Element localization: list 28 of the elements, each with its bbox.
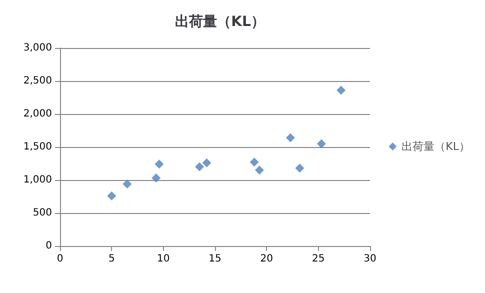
point [107,191,116,200]
point [195,162,204,172]
x-tick-label: 20 [260,254,274,264]
point [336,86,346,95]
point [254,166,264,175]
point [316,139,326,148]
point [152,174,161,183]
point [295,164,304,173]
x-tick-label: 10 [156,254,170,264]
y-tick-label: 2,000 [23,108,52,120]
y-tick-label: 3,000 [23,42,52,54]
x-tick-label: 15 [208,254,222,264]
x-tick-label: 25 [312,254,325,264]
x-tick-label: 5 [108,254,115,264]
y-tick-label: 2,500 [23,76,52,86]
y-tick-label: 500 [32,208,52,218]
point [202,158,212,168]
point [122,179,132,188]
x-tick-label: 0 [56,254,64,264]
y-tick-label: 1,000 [23,174,52,186]
point [250,158,259,167]
point [286,133,295,142]
y-tick-label: 0 [46,240,52,252]
y-tick-label: 1,500 [23,142,52,152]
point [154,160,164,169]
legend-label: 出荷量（KL） [402,140,470,153]
x-tick-label: 30 [364,254,376,264]
chart-title: 出荷量（KL） [175,14,265,30]
